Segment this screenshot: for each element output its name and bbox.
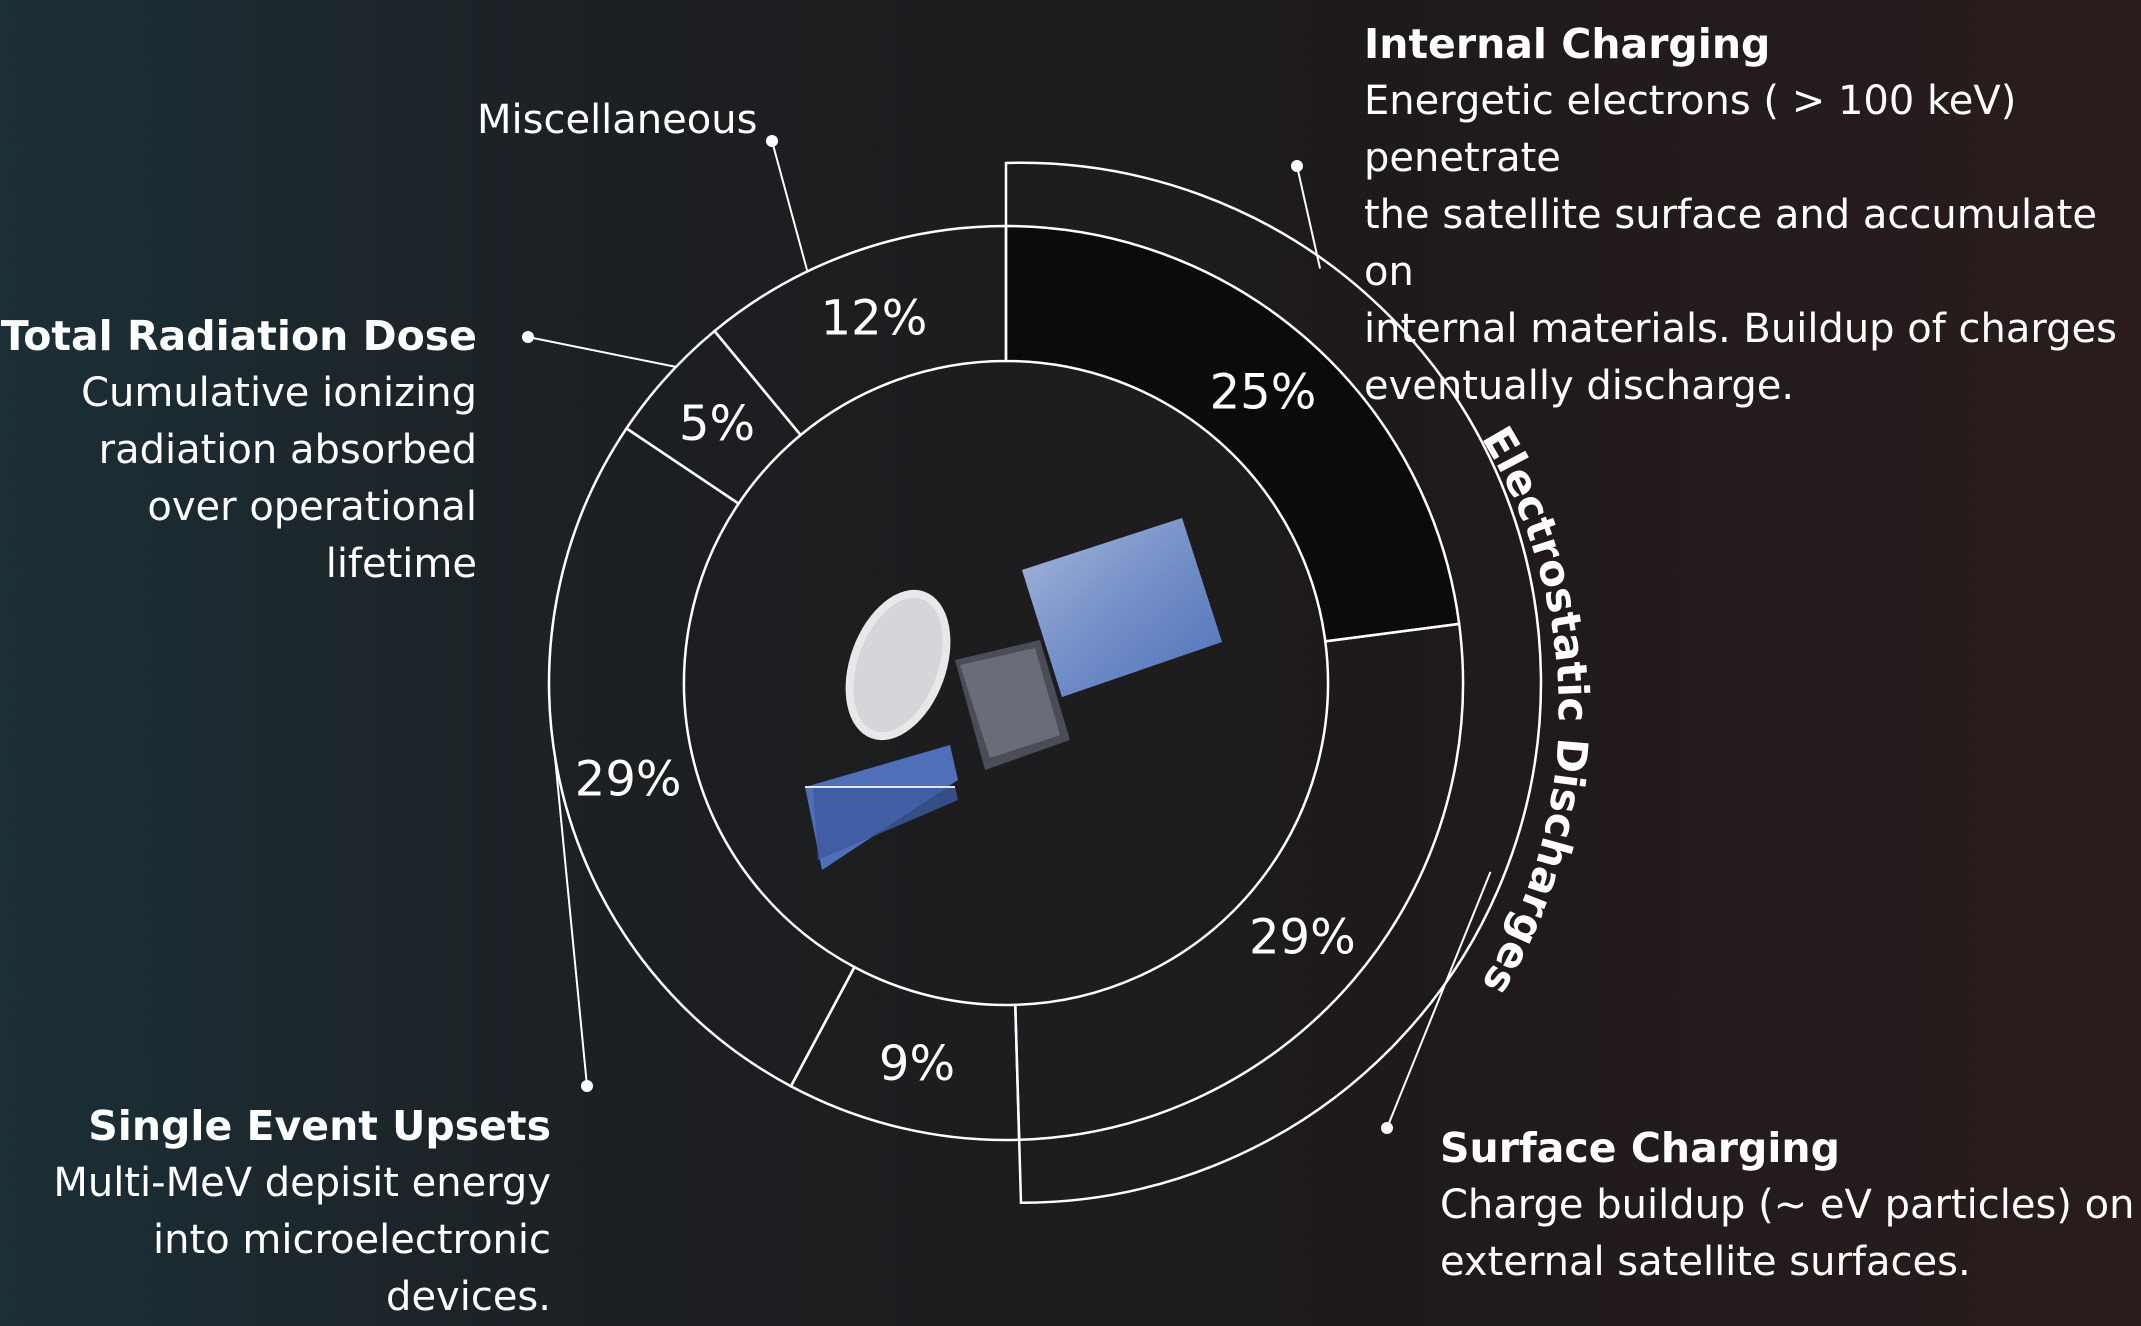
surface-charging-title: Surface Charging <box>1440 1124 1840 1172</box>
slice-internal-charging <box>1004 224 1461 643</box>
leader-lines <box>522 135 1492 1134</box>
leader-total-radiation-dose-dot <box>522 331 534 343</box>
slice-single-event-upsets <box>547 426 857 1088</box>
single-event-upsets-annotation: Single Event Upsets Multi-MeV depisit en… <box>0 1098 551 1326</box>
surface-charging-description: Charge buildup (~ eV particles) on exter… <box>1440 1182 2135 1285</box>
slice-miscellaneous-top <box>712 224 1008 437</box>
leader-miscellaneous-dot <box>766 135 778 147</box>
electrostatic-bracket-arc <box>1004 161 1543 1205</box>
value-label-surface-charging: 29% <box>1249 910 1356 966</box>
slices-layer <box>547 224 1465 1142</box>
leader-single-event-upsets <box>553 756 588 1087</box>
leader-total-radiation-dose <box>527 336 677 368</box>
leader-miscellaneous <box>771 140 809 272</box>
value-labels: 25% 29% 9% 29% 5% 12% <box>575 291 1356 1093</box>
total-radiation-dose-description: Cumulative ionizing radiation absorbed o… <box>81 370 477 587</box>
miscellaneous-annotation: Miscellaneous <box>477 92 757 149</box>
satellite-image <box>805 518 1222 870</box>
total-radiation-dose-title: Total Radiation Dose <box>0 312 477 360</box>
miscellaneous-title: Miscellaneous <box>477 97 758 143</box>
leader-internal-charging <box>1296 165 1322 269</box>
leader-surface-charging <box>1386 871 1492 1129</box>
slice-surface-charging <box>1013 622 1465 1142</box>
leader-surface-charging-dot <box>1381 1122 1393 1134</box>
value-label-internal-charging: 25% <box>1210 364 1317 420</box>
leader-single-event-upsets-dot <box>581 1080 593 1092</box>
single-event-upsets-title: Single Event Upsets <box>88 1102 551 1150</box>
single-event-upsets-description: Multi-MeV depisit energy into microelect… <box>53 1160 551 1320</box>
internal-charging-title: Internal Charging <box>1364 20 1771 68</box>
surface-charging-annotation: Surface Charging Charge buildup (~ eV pa… <box>1440 1120 2134 1291</box>
internal-charging-annotation: Internal Charging Energetic electrons ( … <box>1364 16 2141 415</box>
value-label-miscellaneous-bottom: 9% <box>879 1036 955 1092</box>
group-label: Electrostatic Discharges <box>1473 418 1598 1004</box>
total-radiation-dose-annotation: Total Radiation Dose Cumulative ionizing… <box>1 308 477 593</box>
value-label-total-radiation-dose: 5% <box>679 396 755 452</box>
value-label-single-event-upsets: 29% <box>575 751 682 807</box>
leader-internal-charging-dot <box>1291 160 1303 172</box>
internal-charging-description: Energetic electrons ( > 100 keV) penetra… <box>1364 78 2117 409</box>
value-label-miscellaneous-top: 12% <box>821 291 928 347</box>
electrostatic-bracket <box>1004 161 1543 1205</box>
